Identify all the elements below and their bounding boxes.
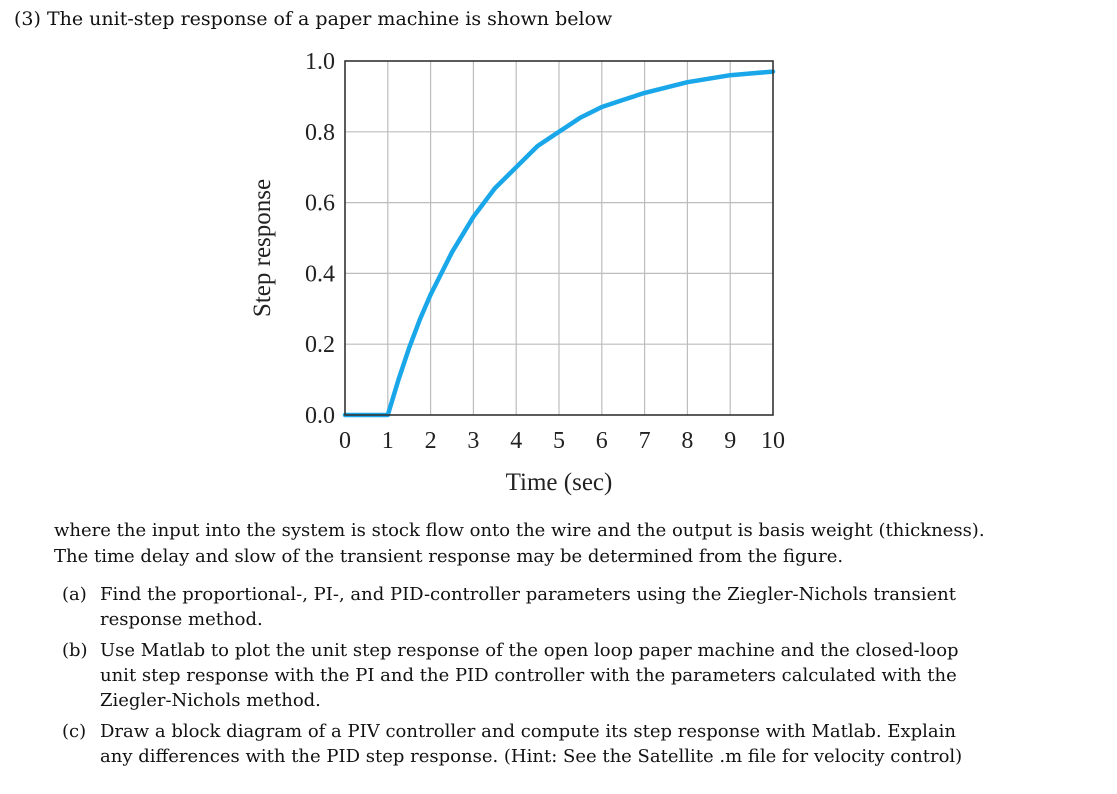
description-line: where the input into the system is stock… [54, 520, 985, 541]
y-tick-label: 1.0 [305, 49, 335, 75]
task-item-b: (b) Use Matlab to plot the unit step res… [54, 638, 1014, 713]
task-line: Ziegler-Nichols method. [100, 690, 321, 711]
task-item-c: (c) Draw a block diagram of a PIV contro… [54, 719, 1014, 769]
x-tick-label: 3 [467, 428, 479, 454]
y-tick-label: 0.4 [305, 261, 335, 287]
task-list: (a) Find the proportional-, PI-, and PID… [54, 582, 1014, 775]
task-marker: (a) [62, 584, 87, 605]
x-tick-label: 8 [681, 428, 693, 454]
task-line: any differences with the PID step respon… [100, 746, 963, 767]
x-tick-label: 10 [761, 428, 785, 454]
curve-layer [342, 69, 776, 418]
tick-labels: 0 1 2 3 4 5 6 7 8 9 10 0.0 0.2 0.4 0.6 0.8 1.0 [305, 49, 785, 454]
step-response-chart: 0 1 2 3 4 5 6 7 8 9 10 0.0 0.2 0.4 0.6 0.8 1.0 Time (sec… [249, 49, 785, 496]
x-tick-label: 7 [639, 428, 651, 454]
task-text: Draw a block diagram of a PIV controller… [100, 719, 1014, 769]
task-line: Use Matlab to plot the unit step respons… [100, 640, 959, 661]
axes [344, 60, 774, 416]
task-line: response method. [100, 609, 263, 630]
y-tick-label: 0.0 [305, 403, 335, 429]
task-marker: (c) [62, 721, 87, 742]
y-tick-label: 0.8 [305, 120, 335, 146]
task-marker: (b) [62, 640, 88, 661]
x-tick-label: 6 [596, 428, 608, 454]
plot-frame [344, 60, 774, 416]
x-tick-label: 2 [425, 428, 437, 454]
task-item-a: (a) Find the proportional-, PI-, and PID… [54, 582, 1014, 632]
task-line: Draw a block diagram of a PIV controller… [100, 721, 956, 742]
x-tick-label: 0 [339, 428, 351, 454]
x-tick-label: 9 [724, 428, 736, 454]
y-tick-label: 0.6 [305, 191, 335, 217]
description-line: The time delay and slow of the transient… [54, 546, 844, 567]
x-tick-label: 4 [510, 428, 522, 454]
task-text: Use Matlab to plot the unit step respons… [100, 638, 1014, 713]
grid [345, 61, 773, 415]
x-axis-label: Time (sec) [506, 469, 613, 496]
step-response-curve [342, 69, 776, 418]
task-line: Find the proportional-, PI-, and PID-con… [100, 584, 956, 605]
problem-description: where the input into the system is stock… [54, 518, 1014, 570]
x-tick-label: 5 [553, 428, 565, 454]
task-line: unit step response with the PI and the P… [100, 665, 957, 686]
y-tick-label: 0.2 [305, 332, 335, 358]
step-response-figure: 0 1 2 3 4 5 6 7 8 9 10 0.0 0.2 0.4 0.6 0.8 1.0 Time (sec… [240, 44, 800, 504]
problem-heading: (3) The unit-step response of a paper ma… [14, 8, 613, 30]
task-text: Find the proportional-, PI-, and PID-con… [100, 582, 1014, 632]
y-axis-label: Step response [249, 179, 276, 317]
x-tick-label: 1 [382, 428, 394, 454]
